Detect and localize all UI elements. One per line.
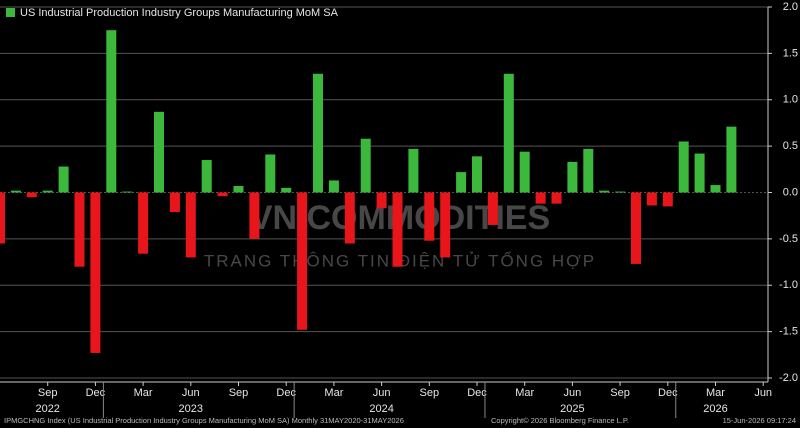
bar bbox=[138, 192, 149, 254]
x-tick-label: Dec bbox=[467, 387, 487, 399]
bar bbox=[599, 190, 610, 193]
bar bbox=[201, 160, 212, 193]
y-tick-label: 1.5 bbox=[783, 47, 798, 59]
x-tick-label: Dec bbox=[658, 387, 678, 399]
bar bbox=[328, 180, 339, 193]
x-tick-label: Sep bbox=[610, 387, 630, 399]
bar bbox=[472, 156, 482, 193]
bar bbox=[58, 166, 69, 193]
bar bbox=[122, 191, 133, 193]
year-label: 2024 bbox=[369, 403, 393, 415]
year-label: 2023 bbox=[179, 403, 203, 415]
bar bbox=[217, 192, 228, 197]
y-tick-label: 1.0 bbox=[783, 94, 798, 106]
bar bbox=[662, 192, 673, 207]
x-tick-label: Jun bbox=[373, 387, 391, 399]
bar bbox=[392, 192, 403, 267]
y-tick-label: 0.0 bbox=[783, 186, 798, 198]
x-tick-label: Jun bbox=[182, 387, 200, 399]
x-tick-label: Mar bbox=[706, 387, 725, 399]
bar bbox=[360, 138, 371, 193]
x-tick-label: Sep bbox=[38, 387, 58, 399]
x-tick-label: Jun bbox=[564, 387, 582, 399]
year-label: 2026 bbox=[703, 403, 727, 415]
x-tick-label: Sep bbox=[420, 387, 440, 399]
y-tick-label: 2.0 bbox=[783, 1, 798, 13]
bar bbox=[408, 148, 419, 193]
bar bbox=[694, 153, 705, 193]
x-tick-label: Mar bbox=[324, 387, 343, 399]
x-tick-label: Dec bbox=[276, 387, 296, 399]
y-tick-label: -0.5 bbox=[779, 233, 798, 245]
footer-source: IPMGCHNG Index (US Industrial Production… bbox=[4, 416, 404, 425]
bar bbox=[631, 192, 641, 264]
x-tick-label: Dec bbox=[86, 387, 106, 399]
y-tick-label: -2.0 bbox=[779, 372, 798, 384]
bar bbox=[344, 192, 355, 244]
bar bbox=[456, 172, 467, 193]
bar bbox=[615, 191, 626, 193]
bar bbox=[313, 73, 323, 193]
bar bbox=[646, 192, 657, 206]
bar bbox=[169, 192, 180, 212]
y-tick-label: -1.5 bbox=[779, 326, 798, 338]
bar bbox=[42, 190, 53, 193]
bar bbox=[519, 151, 530, 193]
bar bbox=[185, 192, 196, 258]
x-tick-label: Mar bbox=[515, 387, 534, 399]
bar bbox=[106, 30, 117, 193]
bar bbox=[376, 192, 387, 209]
bar bbox=[440, 192, 451, 258]
bar bbox=[249, 192, 260, 239]
bar bbox=[233, 186, 244, 193]
bar bbox=[583, 148, 594, 193]
bar bbox=[726, 126, 737, 193]
footer-copyright: Copyright© 2026 Bloomberg Finance L.P. bbox=[491, 416, 629, 425]
bar bbox=[551, 192, 562, 204]
footer-date: 15-Jun-2026 09:17:24 bbox=[723, 416, 796, 425]
legend-swatch bbox=[6, 8, 15, 17]
bar bbox=[74, 192, 85, 267]
bar bbox=[281, 187, 292, 193]
bar bbox=[535, 192, 546, 204]
bar bbox=[90, 192, 101, 353]
year-label: 2025 bbox=[560, 403, 584, 415]
bar bbox=[503, 73, 514, 193]
bar bbox=[0, 192, 5, 244]
x-tick-label: Jun bbox=[754, 387, 772, 399]
x-tick-label: Sep bbox=[229, 387, 249, 399]
legend-label: US Industrial Production Industry Groups… bbox=[20, 7, 339, 19]
bar bbox=[297, 192, 308, 330]
y-tick-label: -1.0 bbox=[779, 279, 798, 291]
bar bbox=[567, 161, 578, 193]
bar bbox=[424, 192, 435, 241]
y-tick-label: 0.5 bbox=[783, 140, 798, 152]
year-label: 2022 bbox=[35, 403, 59, 415]
x-tick-label: Mar bbox=[134, 387, 153, 399]
bar bbox=[10, 190, 21, 193]
bar bbox=[678, 141, 689, 193]
bar bbox=[710, 185, 721, 193]
bar bbox=[26, 192, 37, 198]
bar bbox=[154, 111, 164, 193]
bar bbox=[487, 192, 498, 225]
bar bbox=[265, 154, 276, 193]
